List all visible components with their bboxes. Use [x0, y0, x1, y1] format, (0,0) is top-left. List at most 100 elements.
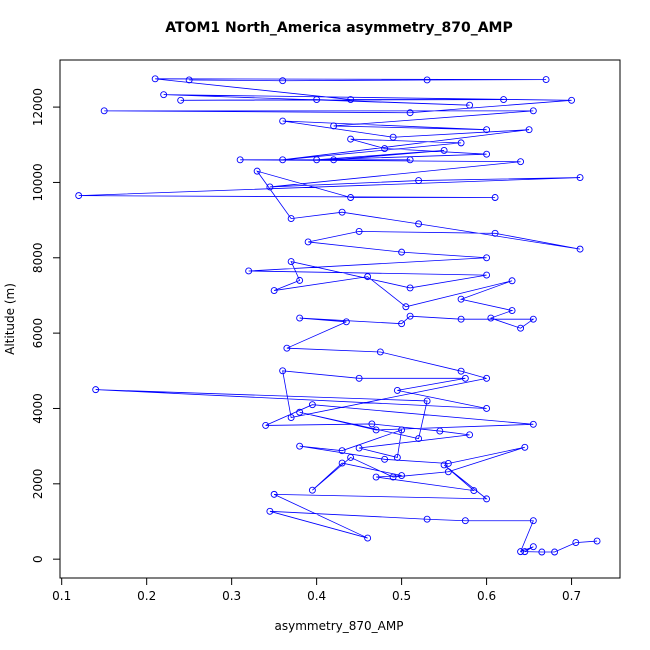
data-point	[398, 426, 406, 434]
x-tick-label: 0.4	[307, 589, 326, 603]
data-point	[393, 386, 401, 394]
data-point	[444, 460, 452, 467]
data-point	[338, 208, 346, 216]
data-point	[406, 312, 414, 320]
data-point	[287, 414, 295, 421]
data-point	[517, 158, 525, 166]
data-point	[304, 238, 312, 246]
data-point	[389, 133, 397, 141]
data-point	[270, 490, 278, 498]
x-tick-label: 0.7	[562, 589, 581, 603]
data-point	[355, 227, 363, 235]
data-point	[440, 146, 448, 154]
data-point	[529, 543, 537, 551]
data-point	[283, 344, 291, 352]
data-point	[483, 126, 491, 134]
data-point	[364, 273, 372, 281]
data-point	[347, 96, 355, 104]
data-point	[308, 401, 316, 409]
data-point	[529, 107, 537, 115]
data-point	[517, 548, 525, 556]
data-point	[466, 101, 474, 109]
data-point	[529, 315, 537, 323]
x-tick-label: 0.3	[222, 589, 241, 603]
data-point	[483, 405, 491, 412]
data-point	[372, 426, 380, 434]
data-point	[347, 135, 355, 143]
data-point	[551, 548, 559, 556]
data-point	[487, 314, 495, 322]
data-point	[576, 174, 584, 181]
data-point	[529, 420, 537, 428]
data-point	[406, 156, 414, 164]
data-point	[461, 374, 469, 382]
data-point	[444, 468, 452, 476]
data-point	[381, 145, 389, 152]
x-tick-label: 0.1	[52, 589, 71, 603]
data-point	[160, 91, 168, 99]
data-point	[266, 183, 274, 191]
data-point	[330, 156, 338, 164]
data-point	[287, 215, 295, 223]
data-point	[338, 447, 346, 455]
data-point	[381, 455, 389, 463]
data-point	[368, 420, 376, 428]
data-point	[568, 96, 576, 104]
plot-frame	[59, 59, 621, 579]
data-point	[457, 367, 465, 375]
data-point	[389, 473, 397, 481]
data-point	[296, 442, 304, 450]
data-point	[330, 122, 338, 130]
y-axis-label: Altitude (m)	[3, 283, 17, 355]
data-point	[457, 295, 465, 303]
data-point	[245, 267, 253, 275]
y-tick-label: 10000	[31, 163, 45, 201]
data-point	[483, 150, 491, 158]
data-line	[78, 78, 598, 553]
data-point	[423, 397, 431, 405]
data-point	[338, 459, 346, 467]
data-point	[423, 515, 431, 523]
x-tick-label: 0.2	[137, 589, 156, 603]
data-point	[529, 517, 537, 525]
data-point	[296, 276, 304, 284]
data-point	[436, 427, 444, 435]
data-point	[398, 248, 406, 256]
data-point	[347, 453, 355, 461]
data-point	[423, 76, 431, 84]
data-point	[253, 167, 261, 175]
data-point	[483, 374, 491, 382]
data-point	[521, 443, 529, 451]
data-point	[177, 96, 185, 104]
data-point	[393, 453, 401, 461]
y-tick-label: 4000	[31, 393, 45, 424]
data-point	[440, 461, 448, 469]
data-point	[266, 507, 274, 515]
data-point	[279, 156, 287, 164]
data-point	[508, 277, 516, 285]
x-tick-label: 0.6	[477, 589, 496, 603]
data-point	[491, 194, 499, 201]
data-point	[406, 109, 414, 117]
data-point	[151, 75, 159, 83]
data-point	[279, 117, 287, 125]
data-point	[457, 139, 465, 147]
data-point	[308, 486, 316, 494]
data-point	[313, 156, 321, 164]
data-point	[376, 348, 384, 356]
data-point	[287, 258, 295, 265]
data-point	[355, 444, 363, 452]
y-tick-label: 0	[31, 555, 45, 563]
data-point	[461, 517, 469, 525]
data-point	[262, 421, 270, 429]
data-point	[576, 245, 584, 253]
y-tick-label: 2000	[31, 469, 45, 500]
data-point	[415, 177, 423, 185]
data-point	[270, 287, 278, 295]
data-point	[500, 96, 508, 104]
y-tick-label: 8000	[31, 243, 45, 274]
data-point	[572, 539, 580, 547]
data-point	[342, 318, 350, 326]
data-point	[483, 271, 491, 279]
